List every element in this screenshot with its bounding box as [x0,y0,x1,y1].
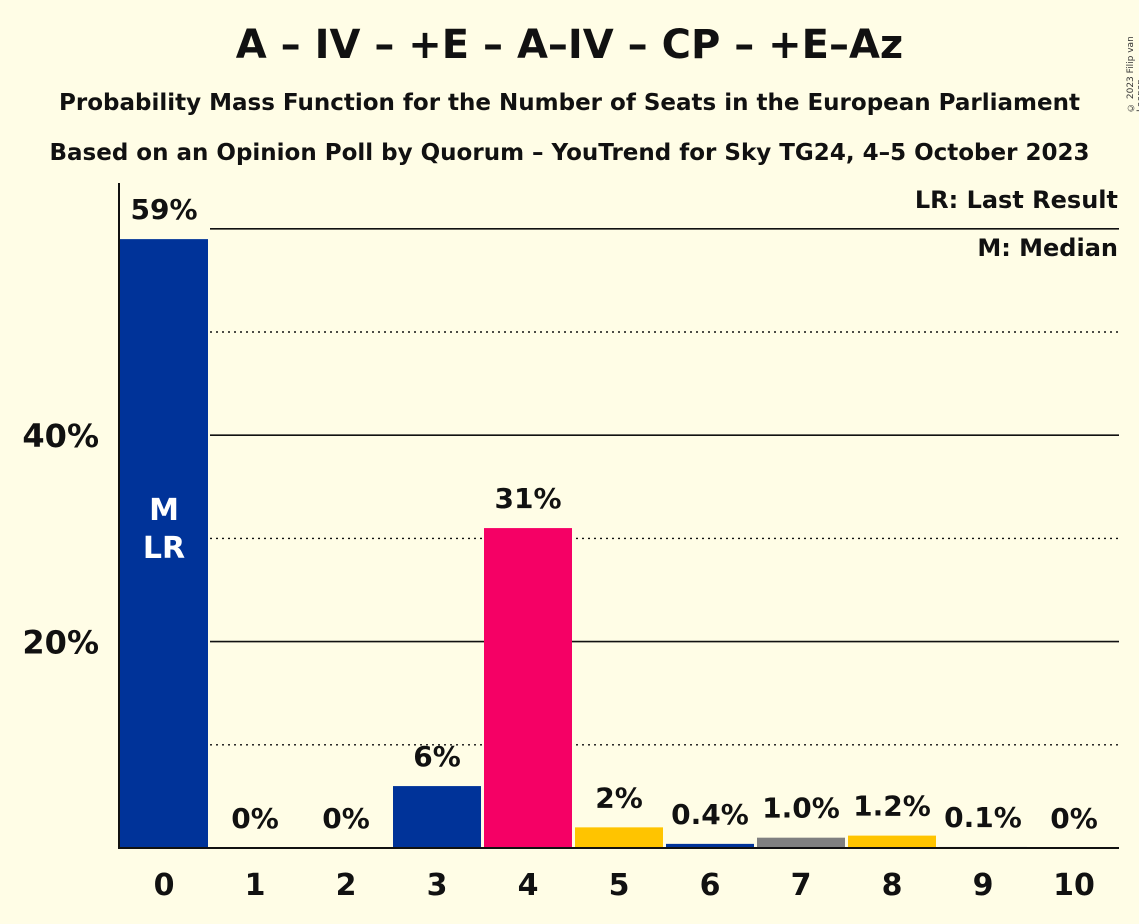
data-label: 59% [130,193,197,226]
y-tick-label: 20% [22,624,99,662]
bar-6 [666,843,754,848]
bar-4 [484,528,572,848]
last-result-marker: LR [143,531,185,566]
legend-median: M: Median [977,234,1118,262]
data-label: 0% [231,802,279,835]
median-marker: M [149,493,179,528]
data-label: 1.2% [853,790,931,823]
x-tick-label: 0 [154,868,175,903]
bar-3 [393,786,481,848]
chart-title: A – IV – +E – A–IV – CP – +E–Az [235,22,904,68]
bar-5 [575,827,663,848]
data-label: 6% [413,740,461,773]
bar-8 [848,835,936,848]
x-tick-label: 10 [1053,868,1095,903]
chart-subtitle: Probability Mass Function for the Number… [59,90,1080,116]
x-tick-label: 2 [336,868,357,903]
x-tick-label: 5 [609,868,630,903]
bar-0 [120,239,208,848]
data-label: 0% [1050,802,1098,835]
x-tick-label: 7 [791,868,812,903]
x-tick-label: 6 [700,868,721,903]
x-tick-label: 9 [973,868,994,903]
x-tick-label: 3 [427,868,448,903]
data-label: 31% [494,482,561,515]
data-label: 0% [322,802,370,835]
data-label: 0.4% [671,798,749,831]
legend-last-result: LR: Last Result [914,186,1118,214]
y-tick-label: 40% [22,417,99,455]
x-tick-label: 4 [518,868,539,903]
chart-source: Based on an Opinion Poll by Quorum – You… [49,140,1090,166]
x-tick-label: 1 [245,868,266,903]
bar-7 [757,837,845,848]
data-label: 1.0% [762,792,840,825]
data-label: 0.1% [944,801,1022,834]
data-label: 2% [595,781,643,814]
x-tick-label: 8 [882,868,903,903]
